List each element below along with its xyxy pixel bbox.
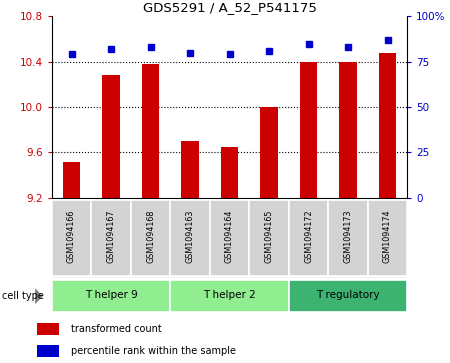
Text: T regulatory: T regulatory [316, 290, 380, 301]
Text: GSM1094173: GSM1094173 [343, 210, 352, 263]
Polygon shape [35, 288, 43, 304]
Text: GSM1094168: GSM1094168 [146, 210, 155, 263]
Bar [289, 200, 328, 276]
Bar [102, 76, 120, 198]
Text: T helper 2: T helper 2 [203, 290, 256, 301]
Bar [181, 141, 199, 198]
Bar [52, 200, 91, 276]
Text: GSM1094166: GSM1094166 [67, 210, 76, 263]
Bar [91, 200, 130, 276]
Bar [210, 200, 249, 276]
Text: GSM1094163: GSM1094163 [185, 210, 194, 263]
Bar [37, 345, 59, 357]
Bar [328, 200, 368, 276]
Text: percentile rank within the sample: percentile rank within the sample [71, 346, 236, 356]
Text: GSM1094172: GSM1094172 [304, 210, 313, 264]
Bar [52, 280, 170, 312]
Bar [170, 280, 289, 312]
Bar [378, 53, 396, 198]
Bar [368, 200, 407, 276]
Text: GSM1094164: GSM1094164 [225, 210, 234, 263]
Bar [131, 200, 170, 276]
Title: GDS5291 / A_52_P541175: GDS5291 / A_52_P541175 [143, 1, 316, 14]
Bar [220, 147, 238, 198]
Text: T helper 9: T helper 9 [85, 290, 137, 301]
Bar [37, 323, 59, 335]
Text: cell type: cell type [2, 291, 44, 301]
Bar [300, 62, 317, 198]
Bar [171, 200, 210, 276]
Text: GSM1094167: GSM1094167 [107, 210, 116, 263]
Bar [339, 62, 357, 198]
Bar [142, 64, 159, 198]
Bar [249, 200, 288, 276]
Bar [63, 162, 81, 198]
Text: GSM1094165: GSM1094165 [265, 210, 274, 263]
Bar [289, 280, 407, 312]
Text: transformed count: transformed count [71, 324, 162, 334]
Text: GSM1094174: GSM1094174 [383, 210, 392, 263]
Bar [260, 107, 278, 198]
